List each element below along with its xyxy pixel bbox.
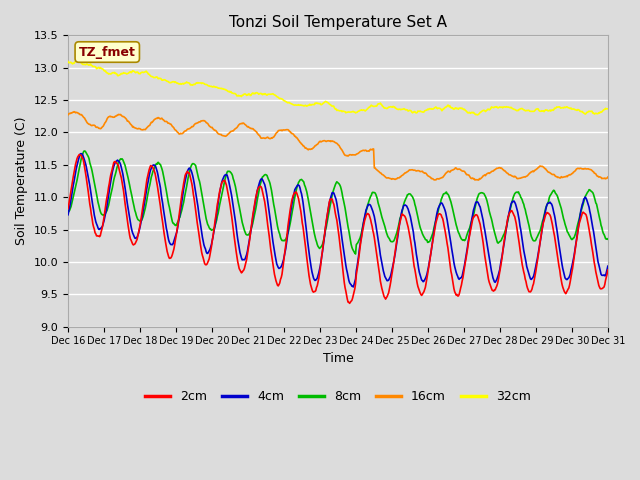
Title: Tonzi Soil Temperature Set A: Tonzi Soil Temperature Set A [229,15,447,30]
Text: TZ_fmet: TZ_fmet [79,46,136,59]
Y-axis label: Soil Temperature (C): Soil Temperature (C) [15,117,28,245]
X-axis label: Time: Time [323,352,353,365]
Legend: 2cm, 4cm, 8cm, 16cm, 32cm: 2cm, 4cm, 8cm, 16cm, 32cm [140,385,536,408]
